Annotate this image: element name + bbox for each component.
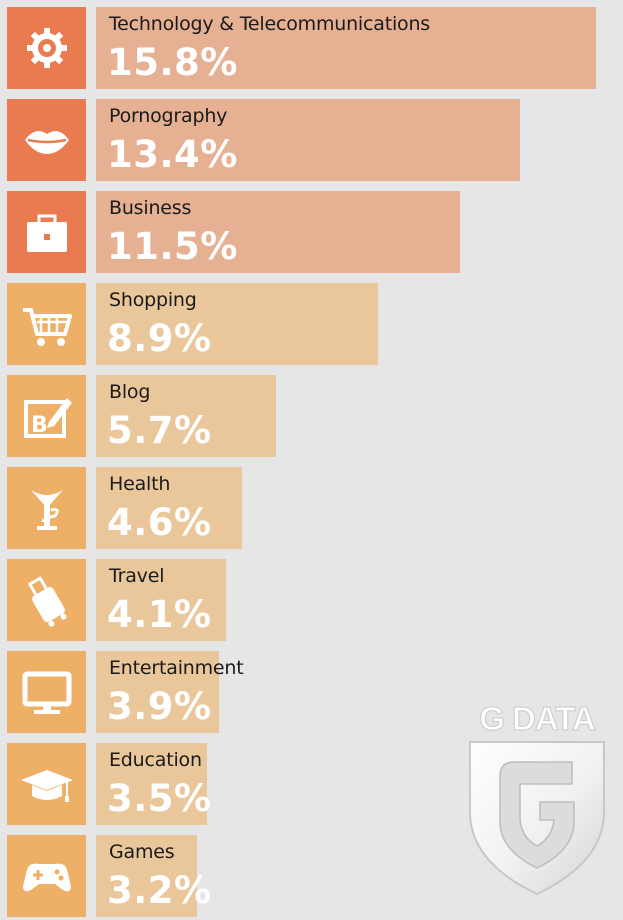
- category-label: Blog: [109, 381, 151, 403]
- gamepad-icon: [7, 835, 86, 917]
- monitor-icon: [7, 651, 86, 733]
- bar-row: B Blog 5.7%: [0, 375, 623, 457]
- bar: [96, 651, 219, 733]
- bar: [96, 559, 226, 641]
- category-label: Travel: [109, 565, 165, 587]
- health-icon: [7, 467, 86, 549]
- value-label: 3.2%: [107, 869, 212, 912]
- bar-row: Technology & Telecommunications 15.8%: [0, 7, 623, 89]
- bar-row: Pornography 13.4%: [0, 99, 623, 181]
- bar: [96, 375, 276, 457]
- bar: [96, 191, 460, 273]
- bar-row: Health 4.6%: [0, 467, 623, 549]
- value-label: 3.5%: [107, 777, 212, 820]
- value-label: 11.5%: [107, 225, 238, 268]
- bar: [96, 743, 207, 825]
- bar: [96, 467, 242, 549]
- lips-icon: [7, 99, 86, 181]
- value-label: 13.4%: [107, 133, 238, 176]
- bar-row: Games 3.2%: [0, 835, 623, 917]
- value-label: 4.1%: [107, 593, 212, 636]
- gdata-logo: G DATA: [469, 700, 605, 896]
- bar-row: Entertainment 3.9%: [0, 651, 623, 733]
- category-label: Entertainment: [109, 657, 244, 679]
- category-label: Business: [109, 197, 192, 219]
- bar-row: Travel 4.1%: [0, 559, 623, 641]
- category-label: Pornography: [109, 105, 228, 127]
- bar: [96, 7, 596, 89]
- bar: [96, 99, 520, 181]
- category-label: Games: [109, 841, 175, 863]
- svg-text:B: B: [31, 413, 48, 438]
- value-label: 4.6%: [107, 501, 212, 544]
- graduation-cap-icon: [7, 743, 86, 825]
- value-label: 15.8%: [107, 41, 238, 84]
- shopping-cart-icon: [7, 283, 86, 365]
- bar-row: Shopping 8.9%: [0, 283, 623, 365]
- bar: [96, 283, 378, 365]
- blog-icon: B: [7, 375, 86, 457]
- briefcase-icon: [7, 191, 86, 273]
- category-label: Education: [109, 749, 202, 771]
- svg-text:G DATA: G DATA: [479, 700, 595, 737]
- bar-row: Education 3.5%: [0, 743, 623, 825]
- category-label: Health: [109, 473, 171, 495]
- category-label: Technology & Telecommunications: [109, 13, 430, 35]
- value-label: 3.9%: [107, 685, 212, 728]
- bar: [96, 835, 197, 917]
- luggage-icon: [7, 559, 86, 641]
- value-label: 8.9%: [107, 317, 212, 360]
- gear-icon: [7, 7, 86, 89]
- category-label: Shopping: [109, 289, 197, 311]
- value-label: 5.7%: [107, 409, 212, 452]
- bar-row: Business 11.5%: [0, 191, 623, 273]
